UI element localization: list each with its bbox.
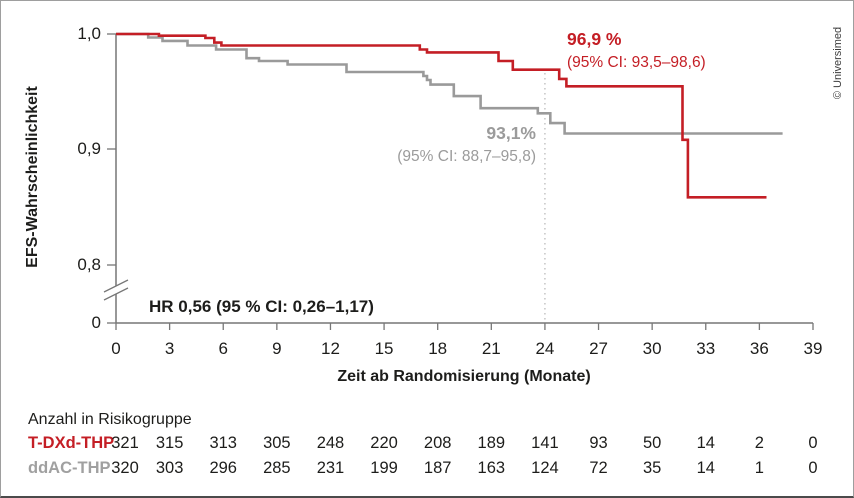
- tdxd-24m-annotation: 96,9 % (95% CI: 93,5–98,6): [567, 29, 706, 72]
- risk-count-value: 320: [111, 459, 139, 477]
- x-tick-label: 24: [535, 339, 555, 358]
- risk-count-value: 315: [155, 434, 184, 452]
- risk-table-title: Anzahl in Risikogruppe: [28, 411, 192, 428]
- axis-break-slash: [103, 287, 129, 301]
- risk-count-value: 50: [642, 434, 662, 452]
- risk-count-value: 14: [696, 459, 715, 477]
- x-tick-label: 27: [589, 339, 608, 358]
- x-tick-label: 15: [374, 339, 394, 358]
- risk-count-value: 72: [589, 459, 608, 477]
- ddac-24m-annotation: 93,1% (95% CI: 88,7–95,8): [397, 123, 536, 166]
- risk-count-value: 208: [423, 434, 452, 452]
- risk-count-value: 35: [642, 459, 662, 477]
- hazard-ratio-annotation: HR 0,56 (95 % CI: 0,26–1,17): [149, 297, 374, 316]
- risk-count-value: 305: [263, 434, 291, 452]
- y-tick-label: 0: [91, 313, 101, 332]
- t-dxd-thp-curve: [116, 32, 767, 199]
- risk-count-value: 14: [696, 434, 715, 452]
- risk-count-value: 2: [754, 434, 764, 452]
- tdxd-24m-ci: (95% CI: 93,5–98,6): [567, 54, 706, 71]
- x-tick-label: 36: [749, 339, 769, 358]
- ddac-thp-curve: [116, 32, 783, 135]
- x-tick-label: 9: [272, 339, 282, 358]
- tdxd-24m-value: 96,9 %: [567, 29, 622, 49]
- risk-row-label: ddAC-THP: [28, 459, 111, 477]
- risk-count-value: 163: [477, 459, 506, 477]
- risk-count-value: 0: [808, 459, 818, 477]
- x-tick-label: 30: [642, 339, 662, 358]
- x-tick-label: 21: [481, 339, 501, 358]
- risk-count-value: 187: [423, 459, 452, 477]
- y-tick-label: 0,9: [77, 139, 101, 158]
- x-tick-label: 18: [428, 339, 448, 358]
- x-tick-label: 6: [218, 339, 228, 358]
- axis-break-slash: [103, 279, 129, 293]
- risk-count-value: 0: [808, 434, 818, 452]
- x-axis-title: Zeit ab Randomisierung (Monate): [337, 368, 591, 385]
- x-tick-label: 33: [696, 339, 716, 358]
- copyright-credit: © Universimed: [832, 26, 844, 100]
- risk-count-value: 220: [370, 434, 398, 452]
- risk-count-value: 199: [370, 459, 398, 477]
- risk-count-value: 141: [531, 434, 559, 452]
- risk-count-value: 303: [155, 459, 184, 477]
- risk-count-value: 313: [209, 434, 237, 452]
- risk-count-value: 1: [754, 459, 764, 477]
- risk-count-value: 321: [111, 434, 139, 452]
- risk-count-value: 248: [316, 434, 345, 452]
- axis-break-gap: [110, 286, 122, 294]
- x-tick-label: 39: [803, 339, 823, 358]
- risk-count-value: 189: [477, 434, 506, 452]
- ddac-24m-value: 93,1%: [486, 123, 536, 143]
- risk-count-value: 93: [589, 434, 608, 452]
- risk-count-value: 231: [316, 459, 345, 477]
- risk-row-label: T-DXd-THP: [28, 434, 115, 452]
- x-tick-label: 3: [164, 339, 175, 358]
- risk-count-value: 296: [209, 459, 237, 477]
- y-tick-label: 1,0: [77, 24, 101, 43]
- risk-count-value: 285: [263, 459, 291, 477]
- x-tick-label: 0: [111, 339, 121, 358]
- y-axis-title: EFS-Wahrscheinlichkeit: [24, 86, 41, 268]
- risk-count-value: 124: [531, 459, 559, 477]
- y-tick-label: 0,8: [77, 255, 101, 274]
- x-tick-label: 12: [320, 339, 340, 358]
- ddac-24m-ci: (95% CI: 88,7–95,8): [397, 148, 536, 165]
